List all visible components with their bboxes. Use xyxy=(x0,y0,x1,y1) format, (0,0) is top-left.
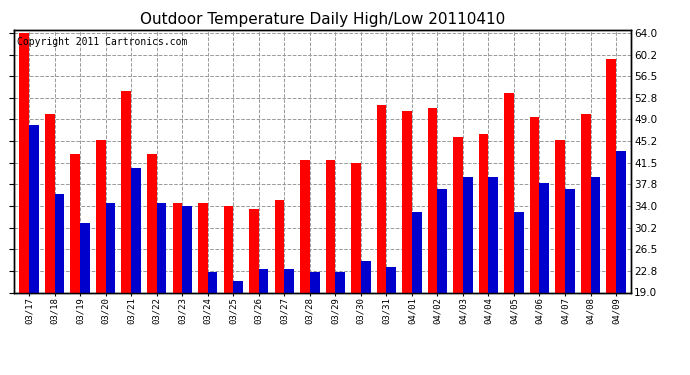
Bar xyxy=(514,212,524,292)
Bar xyxy=(182,206,192,292)
Bar xyxy=(106,203,115,292)
Bar xyxy=(326,160,335,292)
Text: Copyright 2011 Cartronics.com: Copyright 2011 Cartronics.com xyxy=(17,37,187,46)
Bar xyxy=(453,137,463,292)
Bar xyxy=(224,206,233,292)
Bar xyxy=(233,281,243,292)
Bar xyxy=(377,105,386,292)
Bar xyxy=(565,189,575,292)
Bar xyxy=(361,261,371,292)
Bar xyxy=(555,140,565,292)
Bar xyxy=(208,272,217,292)
Bar xyxy=(172,203,182,292)
Bar xyxy=(131,168,141,292)
Bar xyxy=(489,177,498,292)
Bar xyxy=(300,160,310,292)
Bar xyxy=(540,183,549,292)
Bar xyxy=(284,269,294,292)
Bar xyxy=(157,203,166,292)
Bar xyxy=(249,209,259,292)
Title: Outdoor Temperature Daily High/Low 20110410: Outdoor Temperature Daily High/Low 20110… xyxy=(140,12,505,27)
Bar xyxy=(70,154,80,292)
Bar xyxy=(607,59,616,292)
Bar xyxy=(96,140,106,292)
Bar xyxy=(198,203,208,292)
Bar xyxy=(402,111,412,292)
Bar xyxy=(463,177,473,292)
Bar xyxy=(259,269,268,292)
Bar xyxy=(310,272,319,292)
Bar xyxy=(616,151,626,292)
Bar xyxy=(504,93,514,292)
Bar xyxy=(386,267,396,292)
Bar xyxy=(335,272,345,292)
Bar xyxy=(437,189,447,292)
Bar xyxy=(351,163,361,292)
Bar xyxy=(80,223,90,292)
Bar xyxy=(147,154,157,292)
Bar xyxy=(581,114,591,292)
Bar xyxy=(29,125,39,292)
Bar xyxy=(121,91,131,292)
Bar xyxy=(412,212,422,292)
Bar xyxy=(55,194,64,292)
Bar xyxy=(479,134,489,292)
Bar xyxy=(428,108,437,292)
Bar xyxy=(591,177,600,292)
Bar xyxy=(530,117,540,292)
Bar xyxy=(19,33,29,292)
Bar xyxy=(275,200,284,292)
Bar xyxy=(45,114,55,292)
